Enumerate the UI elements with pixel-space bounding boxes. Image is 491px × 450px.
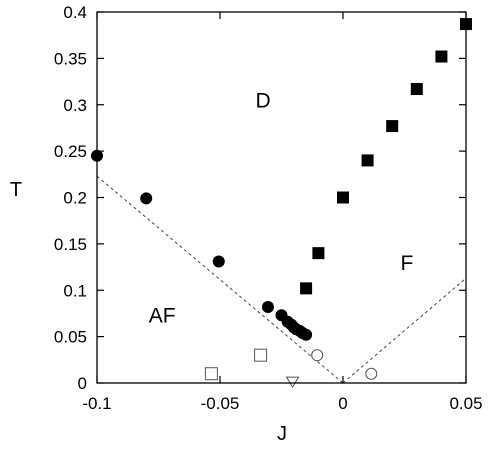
filled-square-marker	[312, 247, 325, 260]
y-axis-label: T	[10, 179, 22, 201]
filled-square-marker	[435, 50, 448, 63]
x-tick-label: 0.05	[449, 394, 482, 413]
x-axis-label: J	[277, 423, 287, 445]
filled-square-marker	[361, 154, 374, 167]
y-tick-label: 0	[78, 374, 87, 393]
y-tick-label: 0.2	[63, 189, 87, 208]
dashed-boundary-line	[342, 277, 466, 383]
filled-circle-marker	[300, 328, 313, 341]
region-label: AF	[149, 305, 176, 328]
y-tick-labels: 0 0.05 0.1 0.15 0.2 0.25 0.3 0.35 0.4	[54, 3, 87, 393]
open-square-marker	[254, 348, 268, 362]
y-tick-label: 0.05	[54, 328, 87, 347]
y-tick-label: 0.15	[54, 235, 87, 254]
axis-ticks	[96, 11, 467, 384]
x-tick-label: -0.05	[201, 394, 240, 413]
open-circle-marker	[311, 349, 324, 362]
open-square-marker	[204, 367, 218, 381]
open-triangle-marker	[285, 376, 300, 389]
y-tick-label: 0.1	[63, 281, 87, 300]
x-tick-label: -0.1	[82, 394, 111, 413]
open-circle-marker	[365, 367, 378, 380]
dashed-boundary-line	[97, 175, 344, 383]
y-tick-label: 0.25	[54, 142, 87, 161]
x-tick-labels: -0.1 -0.05 0 0.05	[82, 394, 482, 413]
y-tick-label: 0.4	[63, 3, 87, 22]
region-label: F	[401, 252, 414, 275]
y-tick-label: 0.35	[54, 49, 87, 68]
region-label: D	[255, 90, 270, 113]
filled-square-marker	[410, 82, 423, 95]
filled-square-marker	[337, 191, 349, 204]
x-tick-label: 0	[338, 394, 347, 413]
data-markers	[91, 18, 472, 389]
filled-circle-marker	[261, 300, 274, 313]
filled-circle-marker	[140, 192, 153, 205]
filled-circle-marker	[212, 255, 225, 268]
y-tick-label: 0.3	[63, 96, 87, 115]
filled-square-marker	[386, 120, 399, 133]
filled-square-marker	[300, 282, 313, 295]
region-labels: D F AF	[149, 90, 414, 328]
boundary-lines	[97, 175, 466, 383]
